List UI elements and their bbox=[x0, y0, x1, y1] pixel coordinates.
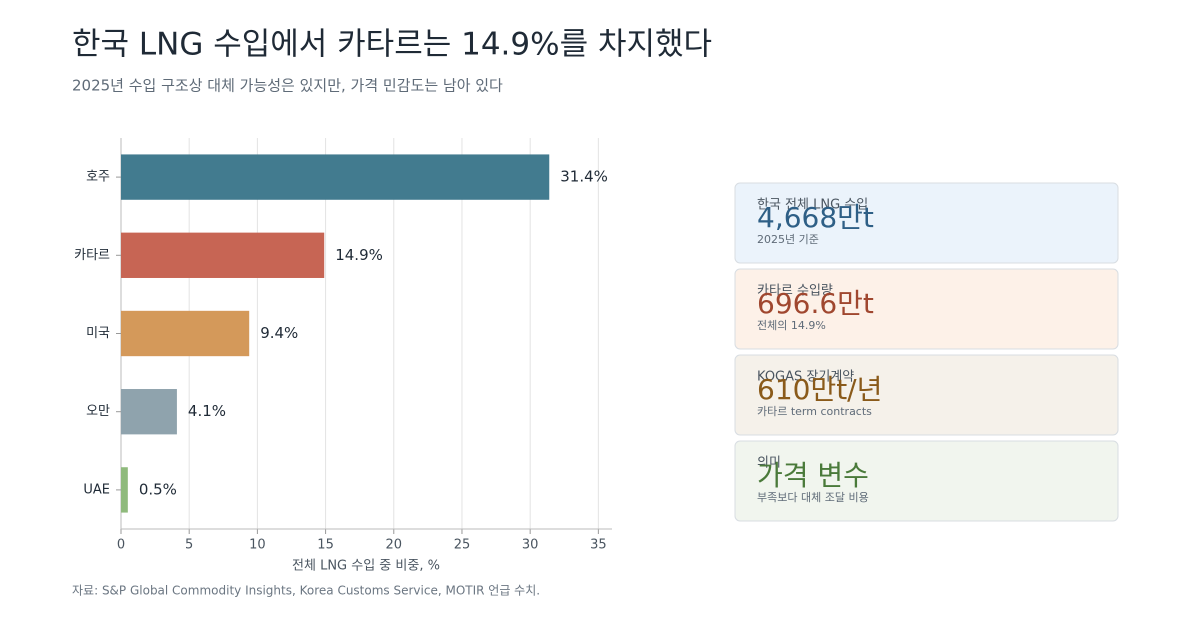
x-tick-label: 0 bbox=[117, 538, 125, 553]
bar bbox=[121, 310, 250, 357]
y-tick-label: UAE bbox=[83, 482, 110, 497]
value-label: 31.4% bbox=[560, 168, 608, 186]
y-tick-label: 오만 bbox=[86, 404, 110, 419]
x-tick-label: 25 bbox=[454, 538, 471, 553]
y-tick-label: 카타르 bbox=[74, 248, 110, 263]
value-label: 0.5% bbox=[139, 480, 177, 498]
x-tick-label: 35 bbox=[590, 538, 607, 553]
card-note: 전체의 14.9% bbox=[757, 319, 826, 332]
info-card bbox=[734, 354, 1119, 436]
info-card bbox=[734, 182, 1119, 264]
card-value: 696.6만t bbox=[757, 287, 874, 320]
bar bbox=[121, 389, 177, 435]
bar bbox=[121, 154, 550, 200]
card-label: KOGAS 장기계약 bbox=[757, 370, 854, 385]
y-tick-label: 미국 bbox=[86, 326, 110, 341]
x-axis-label: 전체 LNG 수입 중 비중, % bbox=[292, 559, 440, 574]
card-note: 2025년 기준 bbox=[757, 233, 819, 246]
card-label: 의미 bbox=[757, 456, 781, 471]
info-card bbox=[734, 440, 1119, 522]
x-tick-label: 5 bbox=[185, 538, 193, 553]
x-tick-label: 10 bbox=[249, 538, 266, 553]
chart-subtitle: 2025년 수입 구조상 대체 가능성은 있지만, 가격 민감도는 남아 있다 bbox=[72, 77, 503, 95]
card-note: 카타르 term contracts bbox=[757, 405, 872, 418]
x-tick-label: 20 bbox=[386, 538, 403, 553]
y-tick-label: 호주 bbox=[86, 170, 110, 185]
x-tick-label: 30 bbox=[522, 538, 539, 553]
value-label: 14.9% bbox=[335, 246, 383, 264]
card-value: 4,668만t bbox=[757, 201, 874, 234]
bar bbox=[121, 232, 325, 278]
source-note: 자료: S&P Global Commodity Insights, Korea… bbox=[72, 584, 540, 598]
x-tick-label: 15 bbox=[317, 538, 334, 553]
value-label: 4.1% bbox=[188, 402, 226, 420]
card-label: 한국 전체 LNG 수입 bbox=[757, 198, 868, 213]
bar bbox=[121, 467, 128, 513]
card-label: 카타르 수입량 bbox=[757, 284, 833, 299]
chart-title: 한국 LNG 수입에서 카타르는 14.9%를 차지했다 bbox=[72, 27, 712, 63]
card-value: 610만t/년 bbox=[757, 373, 882, 406]
value-label: 9.4% bbox=[260, 324, 298, 342]
card-value: 가격 변수 bbox=[757, 459, 869, 492]
info-card bbox=[734, 268, 1119, 350]
card-note: 부족보다 대체 조달 비용 bbox=[757, 491, 869, 504]
